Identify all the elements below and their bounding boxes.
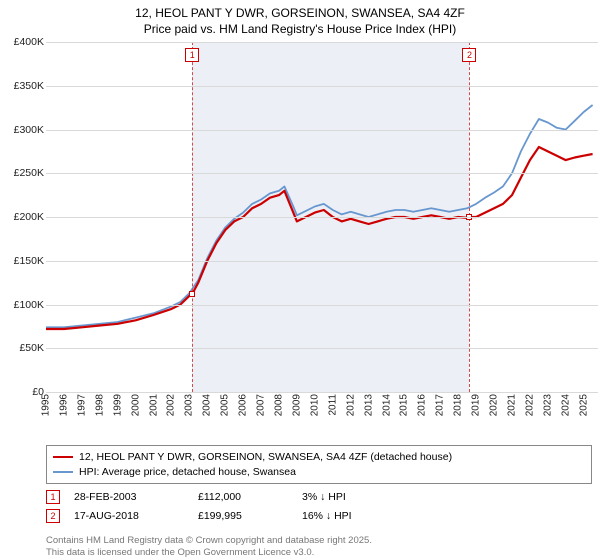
tx-marker-2: 2 [46,509,60,523]
footer-line-1: Contains HM Land Registry data © Crown c… [46,535,592,546]
legend-row-2: HPI: Average price, detached house, Swan… [53,465,585,480]
tx-price-1: £112,000 [198,488,288,507]
transaction-table: 1 28-FEB-2003 £112,000 3% ↓ HPI 2 17-AUG… [46,488,592,526]
x-tick-label: 2011 [327,394,338,416]
x-tick-label: 2015 [399,394,410,416]
x-tick-label: 2018 [453,394,464,416]
x-tick-label: 2020 [489,394,500,416]
x-tick-label: 2014 [381,394,392,416]
y-tick-label: £250K [14,167,44,179]
gridline [46,217,598,218]
x-tick-label: 2012 [345,394,356,416]
y-tick-label: £300K [14,124,44,136]
x-tick-label: 2010 [309,394,320,416]
gridline [46,42,598,43]
x-axis: 1995199619971998199920002001200220032004… [46,392,598,412]
legend-label-1: 12, HEOL PANT Y DWR, GORSEINON, SWANSEA,… [79,450,452,465]
tx-date-2: 17-AUG-2018 [74,507,184,526]
y-tick-label: £50K [19,342,44,354]
gridline [46,261,598,262]
x-tick-label: 1998 [94,394,105,416]
y-tick-label: £150K [14,255,44,267]
x-tick-label: 2009 [291,394,302,416]
x-tick-label: 1996 [58,394,69,416]
gridline [46,173,598,174]
tx-pct-1: 3% ↓ HPI [302,488,392,507]
sale-marker-label: 1 [185,48,199,62]
x-tick-label: 2000 [130,394,141,416]
legend-label-2: HPI: Average price, detached house, Swan… [79,465,296,480]
gridline [46,348,598,349]
table-row: 2 17-AUG-2018 £199,995 16% ↓ HPI [46,507,592,526]
sale-point-marker [189,291,195,297]
x-tick-label: 2008 [273,394,284,416]
x-tick-label: 2004 [202,394,213,416]
x-tick-label: 2023 [542,394,553,416]
title-line-2: Price paid vs. HM Land Registry's House … [0,22,600,38]
title-line-1: 12, HEOL PANT Y DWR, GORSEINON, SWANSEA,… [0,6,600,22]
table-row: 1 28-FEB-2003 £112,000 3% ↓ HPI [46,488,592,507]
gridline [46,130,598,131]
tx-pct-2: 16% ↓ HPI [302,507,392,526]
tx-marker-1: 1 [46,490,60,504]
x-tick-label: 2017 [435,394,446,416]
title-block: 12, HEOL PANT Y DWR, GORSEINON, SWANSEA,… [0,0,600,37]
legend-swatch-red [53,456,73,458]
tx-date-1: 28-FEB-2003 [74,488,184,507]
x-tick-label: 2022 [524,394,535,416]
sale-marker-label: 2 [462,48,476,62]
x-tick-label: 2003 [184,394,195,416]
legend: 12, HEOL PANT Y DWR, GORSEINON, SWANSEA,… [46,445,592,484]
chart-container: 12, HEOL PANT Y DWR, GORSEINON, SWANSEA,… [0,0,600,560]
y-tick-label: £200K [14,211,44,223]
x-tick-label: 2025 [578,394,589,416]
x-tick-label: 2002 [166,394,177,416]
gridline [46,392,598,393]
x-tick-label: 2001 [148,394,159,416]
tx-price-2: £199,995 [198,507,288,526]
chart-area: £0£50K£100K£150K£200K£250K£300K£350K£400… [0,42,600,412]
y-tick-label: £400K [14,36,44,48]
x-tick-label: 2007 [256,394,267,416]
x-tick-label: 1997 [76,394,87,416]
gridline [46,86,598,87]
x-tick-label: 1995 [41,394,52,416]
gridline [46,305,598,306]
x-tick-label: 2021 [506,394,517,416]
attribution-footer: Contains HM Land Registry data © Crown c… [46,535,592,558]
x-tick-label: 2024 [560,394,571,416]
x-tick-label: 2016 [417,394,428,416]
x-tick-label: 2006 [238,394,249,416]
footer-line-2: This data is licensed under the Open Gov… [46,547,592,558]
x-tick-label: 2019 [471,394,482,416]
legend-swatch-blue [53,471,73,473]
x-tick-label: 2013 [363,394,374,416]
y-tick-label: £350K [14,80,44,92]
y-tick-label: £100K [14,299,44,311]
x-tick-label: 2005 [220,394,231,416]
y-axis: £0£50K£100K£150K£200K£250K£300K£350K£400… [0,42,46,392]
legend-row-1: 12, HEOL PANT Y DWR, GORSEINON, SWANSEA,… [53,450,585,465]
x-tick-label: 1999 [112,394,123,416]
